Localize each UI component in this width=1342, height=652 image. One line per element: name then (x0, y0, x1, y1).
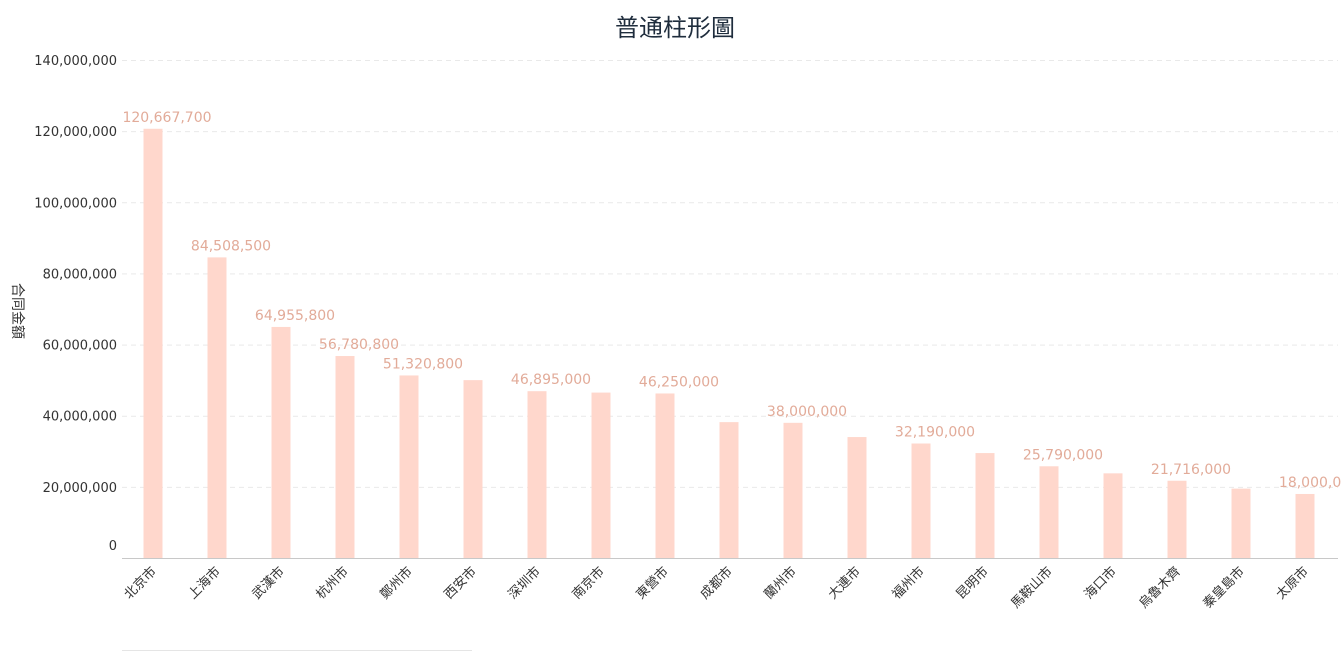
bar[interactable] (1039, 466, 1059, 558)
bar[interactable] (1103, 473, 1123, 558)
data-label: 46,250,000 (639, 374, 719, 390)
x-tick-label: 昆明市 (953, 564, 992, 603)
bar[interactable] (143, 128, 163, 558)
bar[interactable] (719, 422, 739, 558)
bar[interactable] (1295, 493, 1315, 558)
bar[interactable] (783, 422, 803, 558)
x-tick-label: 西安市 (441, 564, 480, 603)
bar[interactable] (527, 391, 547, 558)
bar[interactable] (399, 375, 419, 558)
data-labels: 120,667,700 84,508,500 64,955,800 56,780,80… (122, 110, 1342, 491)
x-tick-label: 南京市 (569, 564, 608, 603)
data-label: 32,190,000 (895, 424, 975, 440)
bar[interactable] (847, 437, 867, 558)
bar[interactable] (1167, 480, 1187, 558)
x-tick-label: 秦皇島市 (1200, 564, 1248, 612)
data-label: 18,000,000 (1279, 475, 1342, 491)
x-tick-label: 太原市 (1273, 564, 1312, 603)
y-tick-label: 120,000,000 (34, 125, 117, 140)
x-tick-label: 杭州市 (313, 564, 352, 603)
bar[interactable] (271, 326, 291, 558)
data-label: 51,320,800 (383, 356, 463, 372)
bar[interactable] (911, 443, 931, 558)
data-label: 38,000,000 (767, 404, 847, 420)
bar[interactable] (207, 257, 227, 558)
y-tick-label: 0 (109, 539, 117, 554)
data-label: 25,790,000 (1023, 447, 1103, 463)
x-tick-label: 大連市 (825, 564, 864, 603)
x-tick-label: 北京市 (121, 564, 160, 603)
bar[interactable] (1231, 488, 1251, 558)
y-axis-ticks: 0 20,000,000 40,000,000 60,000,000 80,000,00… (34, 54, 117, 554)
bar[interactable] (591, 392, 611, 558)
bar[interactable] (335, 356, 355, 558)
y-tick-label: 140,000,000 (34, 54, 117, 69)
bar[interactable] (975, 453, 995, 558)
data-label: 56,780,800 (319, 337, 399, 353)
y-axis-label: 合同金額 (9, 283, 25, 339)
bars (143, 128, 1315, 558)
x-tick-label: 上海市 (185, 564, 224, 603)
x-tick-label: 東營市 (633, 564, 672, 603)
data-label: 64,955,800 (255, 308, 335, 324)
x-axis-ticks: 北京市 上海市 武漢市 杭州市 鄭州市 西安市 深圳市 南京市 東營市 成都市 蘭州市 大連市 福州市昆… (121, 564, 1312, 612)
x-tick-label: 海口市 (1081, 564, 1120, 603)
x-tick-label: 烏魯木齊 (1136, 564, 1184, 612)
chart-title: 普通柱形圖 (615, 14, 735, 42)
y-tick-label: 100,000,000 (34, 196, 117, 211)
x-tick-label: 深圳市 (505, 564, 544, 603)
x-tick-label: 馬鞍山市 (1008, 564, 1056, 612)
x-tick-label: 蘭州市 (761, 564, 800, 603)
data-label: 21,716,000 (1151, 462, 1231, 478)
y-tick-label: 40,000,000 (43, 410, 117, 425)
x-tick-label: 福州市 (889, 564, 928, 603)
data-label: 84,508,500 (191, 238, 271, 254)
y-tick-label: 80,000,000 (43, 267, 117, 282)
data-label: 120,667,700 (122, 110, 211, 126)
y-tick-label: 20,000,000 (43, 481, 117, 496)
data-label: 46,895,000 (511, 372, 591, 388)
x-tick-label: 武漢市 (249, 564, 288, 603)
bar[interactable] (655, 393, 675, 558)
x-tick-label: 鄭州市 (377, 564, 416, 603)
x-tick-label: 成都市 (697, 564, 736, 603)
grid (122, 60, 1338, 488)
bar[interactable] (463, 380, 483, 558)
y-tick-label: 60,000,000 (43, 339, 117, 354)
